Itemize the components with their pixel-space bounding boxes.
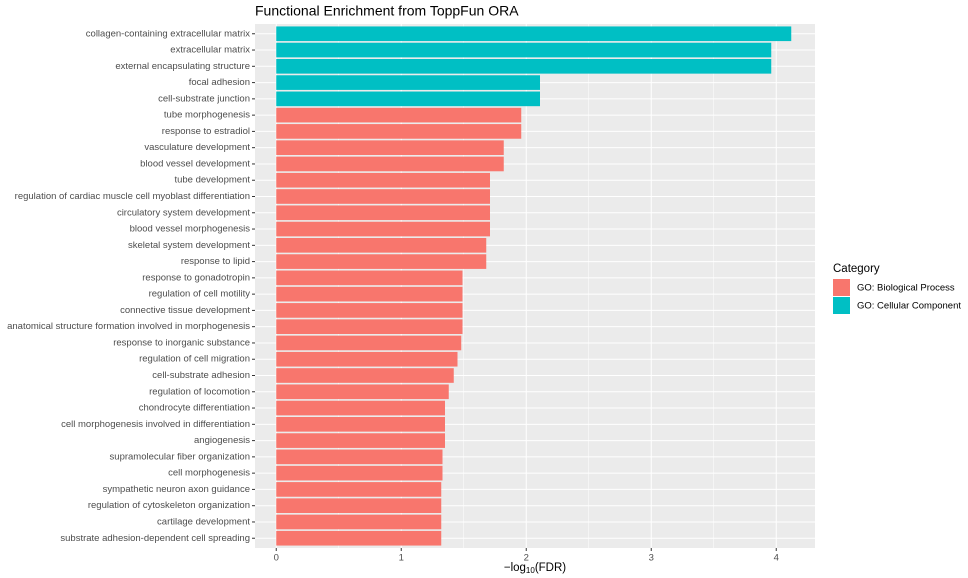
- bar: [276, 254, 487, 269]
- bar: [276, 237, 487, 253]
- legend-key: [833, 279, 850, 296]
- bar: [276, 156, 504, 172]
- x-title-part: (FDR): [535, 562, 566, 574]
- bar: [276, 42, 772, 58]
- y-tick-label: tube morphogenesis: [164, 110, 250, 121]
- y-tick-label: substrate adhesion-dependent cell spread…: [60, 533, 250, 544]
- bar: [276, 530, 442, 546]
- y-tick-label: response to lipid: [181, 256, 250, 267]
- x-axis-title: −log10(FDR): [504, 562, 566, 575]
- y-tick-label: angiogenesis: [194, 435, 250, 446]
- bar: [276, 498, 442, 514]
- y-tick-label: extracellular matrix: [170, 45, 250, 56]
- y-tick-label: supramolecular fiber organization: [110, 451, 250, 462]
- bar: [276, 124, 522, 139]
- bar: [276, 514, 442, 530]
- y-tick-label: regulation of locomotion: [149, 386, 250, 397]
- bar: [276, 303, 463, 318]
- bar: [276, 75, 540, 90]
- y-tick-label: focal adhesion: [189, 77, 250, 88]
- x-title-part: −log: [504, 562, 526, 574]
- bar: [276, 384, 449, 400]
- y-tick-label: external encapsulating structure: [115, 61, 250, 72]
- legend-title: Category: [833, 263, 880, 275]
- bar: [276, 91, 540, 107]
- bar: [276, 433, 445, 448]
- bar: [276, 26, 792, 42]
- y-tick-label: cell morphogenesis: [168, 468, 250, 479]
- bar: [276, 400, 445, 416]
- x-tick-label: 4: [774, 553, 779, 564]
- bar: [276, 482, 442, 497]
- y-tick-label: regulation of cell motility: [149, 289, 251, 300]
- bar: [276, 107, 522, 123]
- bar: [276, 417, 445, 432]
- y-tick-label: cartilage development: [157, 516, 250, 527]
- y-tick-label: collagen-containing extracellular matrix: [86, 28, 250, 39]
- x-tick-label: 3: [649, 553, 654, 564]
- y-tick-label: cell-substrate junction: [158, 93, 250, 104]
- bar: [276, 140, 504, 155]
- y-tick-label: sympathetic neuron axon guidance: [103, 484, 250, 495]
- bar: [276, 221, 490, 237]
- y-tick-label: response to inorganic substance: [113, 337, 250, 348]
- y-tick-label: regulation of cardiac muscle cell myobla…: [15, 191, 250, 202]
- y-tick-label: tube development: [174, 175, 250, 186]
- y-tick-label: response to gonadotropin: [142, 272, 250, 283]
- bar: [276, 205, 490, 221]
- y-tick-label: cell morphogenesis involved in different…: [61, 419, 250, 430]
- bar: [276, 368, 454, 383]
- bar: [276, 286, 463, 302]
- x-tick-label: 0: [274, 553, 279, 564]
- y-tick-label: blood vessel development: [140, 158, 250, 169]
- bar: [276, 172, 490, 188]
- bar: [276, 189, 490, 204]
- y-tick-label: vasculature development: [144, 142, 250, 153]
- y-tick-label: connective tissue development: [120, 305, 250, 316]
- y-tick-label: regulation of cell migration: [139, 354, 250, 365]
- y-tick-label: blood vessel morphogenesis: [130, 224, 251, 235]
- bar: [276, 270, 463, 286]
- bar: [276, 335, 462, 351]
- y-tick-label: chondrocyte differentiation: [139, 403, 250, 414]
- bar: [276, 351, 458, 367]
- y-tick-label: skeletal system development: [128, 240, 250, 251]
- y-tick-label: anatomical structure formation involved …: [7, 321, 250, 332]
- bar: [276, 449, 443, 465]
- x-title-sub: 10: [526, 566, 535, 575]
- x-tick-label: 2: [524, 553, 529, 564]
- legend-label: GO: Cellular Component: [857, 301, 961, 312]
- y-tick-label: regulation of cytoskeleton organization: [88, 500, 250, 511]
- legend-label: GO: Biological Process: [857, 283, 955, 294]
- y-tick-label: response to estradiol: [162, 126, 250, 137]
- y-tick-label: cell-substrate adhesion: [152, 370, 250, 381]
- x-tick-label: 1: [399, 553, 404, 564]
- y-tick-label: circulatory system development: [117, 207, 250, 218]
- legend-key: [833, 297, 850, 314]
- bar: [276, 465, 443, 481]
- bar: [276, 319, 463, 335]
- chart-title: Functional Enrichment from ToppFun ORA: [255, 3, 519, 19]
- bar: [276, 58, 772, 74]
